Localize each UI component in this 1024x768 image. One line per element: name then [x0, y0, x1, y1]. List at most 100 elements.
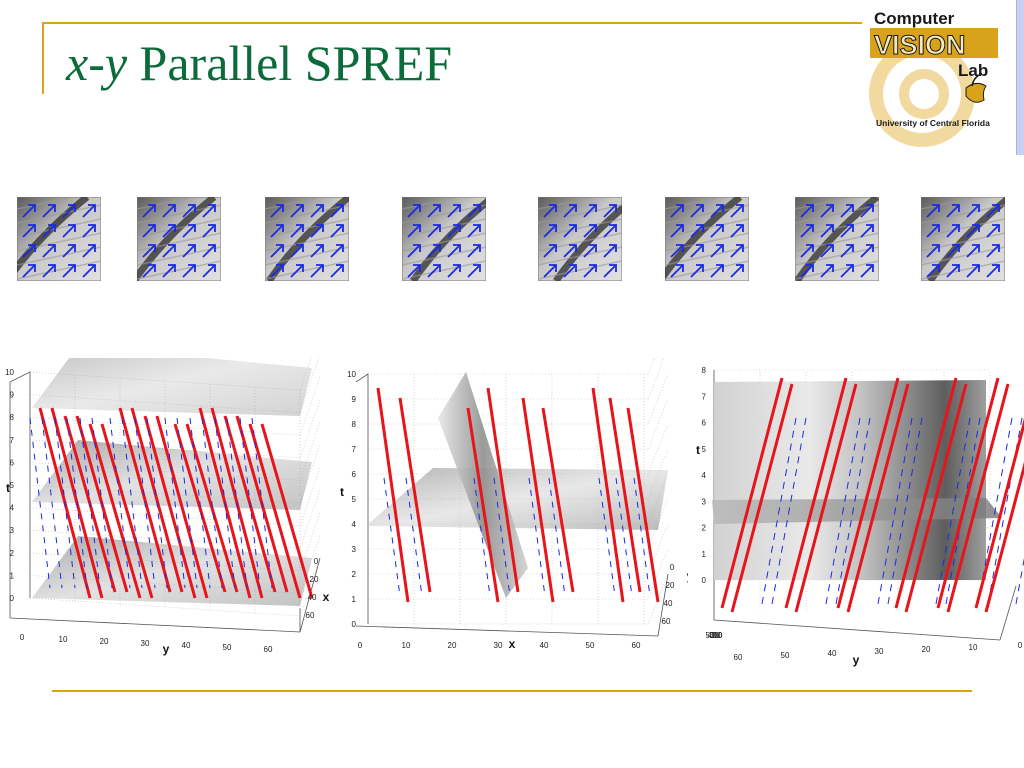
- flow-arrow-icon: [952, 264, 960, 272]
- tick-label: 6: [352, 470, 357, 479]
- flow-arrow-icon: [696, 204, 704, 212]
- flow-thumbnail: [538, 197, 622, 281]
- flow-arrow-icon: [28, 264, 36, 272]
- tick-label: 3: [702, 497, 707, 506]
- trajectory-line: [466, 407, 500, 603]
- flow-arrow-icon: [28, 244, 36, 252]
- flow-arrow-icon: [316, 244, 324, 252]
- flow-thumbnail: [265, 197, 349, 281]
- trajectory-line: [936, 377, 1000, 609]
- flow-arrow-icon: [676, 244, 684, 252]
- trajectory-dash: [877, 417, 913, 605]
- flow-arrow-icon: [866, 244, 874, 252]
- grid-line: [299, 377, 321, 436]
- flow-arrow-icon: [730, 244, 744, 258]
- flow-arrow-icon: [142, 204, 156, 218]
- trajectory-line: [130, 407, 184, 593]
- trajectory-dash: [41, 417, 63, 589]
- flow-arrow-icon: [946, 204, 960, 218]
- flow-arrow-icon: [68, 264, 76, 272]
- flow-arrow-icon: [696, 244, 704, 252]
- trajectory-dash: [121, 417, 143, 589]
- flow-arrow-icon: [676, 204, 684, 212]
- trajectory-line: [173, 423, 227, 593]
- flow-arrow-icon: [826, 244, 834, 252]
- trajectory-line: [591, 387, 625, 603]
- tick-label: 40: [182, 641, 191, 650]
- flow-arrow-icon: [427, 244, 441, 258]
- trajectory-line: [100, 423, 154, 599]
- tick-label: 0: [702, 576, 707, 585]
- flow-arrow-icon: [336, 224, 344, 232]
- flow-arrow-icon: [716, 224, 724, 232]
- flow-arrow-icon: [473, 264, 481, 272]
- flow-arrow-icon: [447, 204, 461, 218]
- flow-arrow-icon: [202, 204, 216, 218]
- flow-arrow-icon: [932, 264, 940, 272]
- trajectory-dash: [109, 417, 131, 589]
- flow-arrow-icon: [208, 224, 216, 232]
- flow-arrow-icon: [583, 224, 597, 238]
- tick-label: 50: [586, 641, 595, 650]
- flow-arrow-icon: [182, 204, 196, 218]
- flow-arrow-icon: [840, 264, 854, 278]
- flow-arrow-icon: [290, 264, 304, 278]
- flow-arrow-icon: [866, 264, 874, 272]
- flow-arrow-icon: [846, 224, 854, 232]
- pegasus-icon: [965, 73, 987, 103]
- trajectory-dash: [66, 417, 88, 589]
- flow-arrow-icon: [202, 264, 216, 278]
- flow-arrow-icon: [310, 264, 324, 278]
- flow-arrow-icon: [276, 244, 284, 252]
- tick-label: 20: [922, 645, 931, 654]
- flow-arrow-icon: [208, 204, 216, 212]
- flow-arrow-icon: [866, 224, 874, 232]
- flow-arrow-icon: [563, 204, 577, 218]
- grid-line: [29, 529, 301, 549]
- grid-line: [647, 373, 669, 425]
- axis-label: t: [6, 481, 10, 495]
- flow-arrow-icon: [806, 264, 814, 272]
- flow-arrow-icon: [820, 244, 834, 258]
- flow-arrow-icon: [820, 264, 834, 278]
- flow-arrow-icon: [447, 264, 461, 278]
- flow-arrow-icon: [453, 264, 461, 272]
- flow-arrow-icon: [736, 224, 744, 232]
- trajectory-dash: [528, 477, 546, 597]
- logo-line3: Lab: [958, 61, 988, 80]
- tick-label: 5: [10, 481, 15, 490]
- flow-arrow-icon: [926, 204, 940, 218]
- plane-xt: [438, 372, 528, 598]
- tick-label: 60: [662, 617, 671, 626]
- trajectory-line: [784, 377, 848, 609]
- flow-arrow-icon: [736, 204, 744, 212]
- tick-label: 60: [632, 641, 641, 650]
- flow-arrow-icon: [310, 204, 324, 218]
- flow-arrow-icon: [182, 224, 196, 238]
- title-left-rule: [42, 22, 44, 94]
- axis-label: t: [340, 485, 344, 499]
- trajectory-group: [720, 377, 1024, 613]
- flow-arrow-icon: [696, 224, 704, 232]
- trajectory-dash: [214, 417, 236, 589]
- tick-label: 6: [702, 419, 707, 428]
- tick-label: 9: [10, 391, 15, 400]
- flow-arrow-icon: [22, 264, 36, 278]
- flow-arrow-icon: [22, 224, 36, 238]
- flow-arrow-icon: [453, 224, 461, 232]
- flow-arrow-icon: [730, 224, 744, 238]
- flow-arrow-icon: [467, 204, 481, 218]
- flow-arrow-icon: [48, 204, 56, 212]
- flow-arrow-icon: [710, 224, 724, 238]
- flow-arrow-icon: [473, 224, 481, 232]
- tick-label: 10: [402, 641, 411, 650]
- slide-title-variable: x-y: [66, 35, 128, 91]
- flow-arrow-icon: [966, 224, 980, 238]
- trajectory-group: [29, 407, 314, 599]
- trajectory-line: [946, 383, 1010, 613]
- tick-label: 30: [710, 631, 719, 640]
- tick-label: 2: [702, 524, 707, 533]
- flow-arrow-icon: [142, 244, 156, 258]
- flow-arrow-icon: [82, 244, 96, 258]
